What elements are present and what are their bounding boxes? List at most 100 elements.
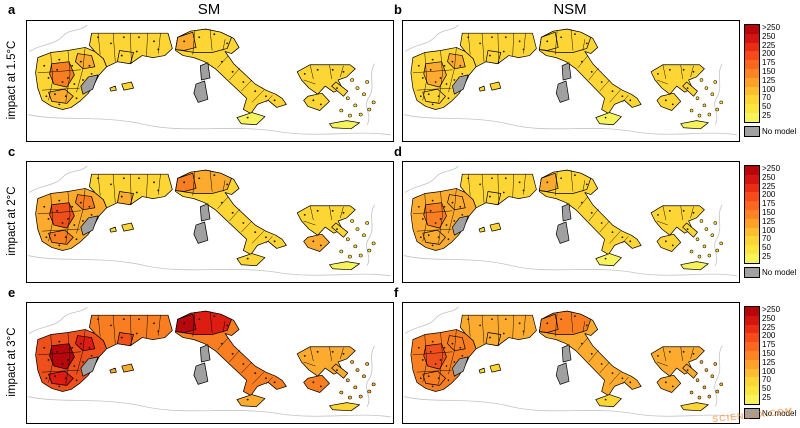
stipple-dot xyxy=(273,240,276,243)
stipple-dot xyxy=(75,379,78,382)
colorbar-swatch xyxy=(745,33,759,43)
stipple-dot xyxy=(153,40,155,43)
stipple-dot xyxy=(213,33,216,36)
colorbar-scale: >250 250 225 200 175 150 125 100 70 50 25 xyxy=(744,164,796,264)
sardinia-no-model-region xyxy=(555,362,570,385)
stipple-dot xyxy=(431,244,434,247)
stipple-dot xyxy=(489,195,491,198)
stipple-dot xyxy=(88,64,91,67)
stipple-dot xyxy=(47,77,50,79)
region-border-line xyxy=(656,79,668,85)
panel-letter-d: d xyxy=(394,144,402,159)
aegean-island-region xyxy=(695,237,700,242)
region-border-line xyxy=(241,220,253,233)
region-border-line xyxy=(192,312,196,337)
faint-coastline xyxy=(404,24,459,52)
colorbar-tick-label: 50 xyxy=(762,243,771,253)
stipple-dot xyxy=(431,199,434,202)
aegean-island-region xyxy=(350,360,354,364)
crete-region xyxy=(680,261,709,271)
aegean-island-region xyxy=(353,103,358,108)
stipple-dot xyxy=(621,377,624,380)
stipple-dot xyxy=(122,177,125,180)
aegean-island-region xyxy=(699,78,704,82)
colorbar-tick-label: 175 xyxy=(762,58,776,68)
region-border-line xyxy=(656,361,668,367)
colorbar-swatch xyxy=(745,86,759,96)
region-border-line xyxy=(112,174,116,203)
stipple-dot xyxy=(467,177,470,180)
aegean-island-region xyxy=(719,241,723,246)
stipple-dot xyxy=(342,70,345,73)
iberia-hot-northeast-region xyxy=(447,335,466,352)
colorbar-swatch xyxy=(745,315,759,325)
aegean-island-region xyxy=(715,389,719,394)
stipple-dot xyxy=(220,342,223,345)
colorbar-row1: >250 250 225 200 175 150 125 100 70 50 25 No model xyxy=(744,23,796,137)
region-border-line xyxy=(481,315,485,344)
region-border-line xyxy=(481,33,485,62)
stipple-dot xyxy=(664,381,667,384)
colorbar-tick-label: 125 xyxy=(762,357,776,367)
stipple-dot xyxy=(447,379,450,382)
france-hot-region xyxy=(117,191,134,206)
aegean-island-region xyxy=(345,237,350,242)
stipple-dot xyxy=(518,322,521,325)
colorbar-swatch-stack xyxy=(744,306,760,405)
colorbar-swatch xyxy=(745,95,759,105)
region-border-line xyxy=(582,321,586,333)
colorbar-swatch xyxy=(745,218,759,228)
region-border-line xyxy=(588,208,599,222)
stipple-dot xyxy=(421,77,424,79)
colorbar-tick-label: 50 xyxy=(762,384,771,394)
stipple-dot xyxy=(417,64,420,67)
colorbar-tick-label: 150 xyxy=(762,66,776,76)
stipple-dot xyxy=(489,54,491,57)
stipple-dot xyxy=(427,375,430,378)
faint-coastline xyxy=(28,24,88,52)
stipple-dot xyxy=(443,346,446,349)
stipple-dot xyxy=(502,332,505,335)
region-border-line xyxy=(42,369,80,373)
stipple-dot xyxy=(79,201,82,204)
colorbar-swatch xyxy=(745,253,759,263)
colorbar-swatch xyxy=(745,368,759,378)
iberia-hot-northeast-region xyxy=(75,335,96,352)
aegean-island-region xyxy=(704,368,709,372)
italy-northwest-hot-region xyxy=(539,31,559,51)
stipple-dot xyxy=(434,222,437,224)
stipple-dot xyxy=(75,97,78,100)
stipple-dot xyxy=(137,177,140,180)
aegean-island-region xyxy=(719,100,723,105)
stipple-dot xyxy=(443,205,446,208)
stipple-dot xyxy=(453,361,456,363)
colorbar-swatch xyxy=(745,394,759,404)
mallorca-region xyxy=(121,81,134,91)
region-border-line xyxy=(448,47,457,93)
map-svg-d xyxy=(403,165,738,277)
stipple-dot xyxy=(231,211,234,214)
peloponnese-region xyxy=(656,233,682,252)
region-border-line xyxy=(438,332,443,385)
region-border-line xyxy=(229,67,241,81)
colorbar-swatch xyxy=(745,342,759,351)
stipple-dot xyxy=(220,201,223,204)
colorbar-no-model: No model xyxy=(744,125,796,137)
stipple-dot xyxy=(427,93,430,96)
colorbar-swatch xyxy=(745,324,759,334)
stipple-dot xyxy=(122,318,125,321)
colorbar-tick-label: >250 xyxy=(762,23,781,32)
region-border-line xyxy=(130,174,132,205)
colorbar-label-stack: >250 250 225 200 175 150 125 100 70 50 25 xyxy=(762,305,780,405)
stipple-dot xyxy=(58,385,61,388)
region-border-line xyxy=(448,188,457,234)
stipple-dot xyxy=(560,318,563,321)
region-border-line xyxy=(65,50,71,103)
ibiza-region xyxy=(109,226,117,233)
colorbar-swatch xyxy=(745,333,759,343)
panel-letter-e: e xyxy=(8,285,16,300)
stipple-dot xyxy=(157,189,160,192)
stipple-dot xyxy=(546,322,549,325)
stipple-dot xyxy=(461,213,464,216)
